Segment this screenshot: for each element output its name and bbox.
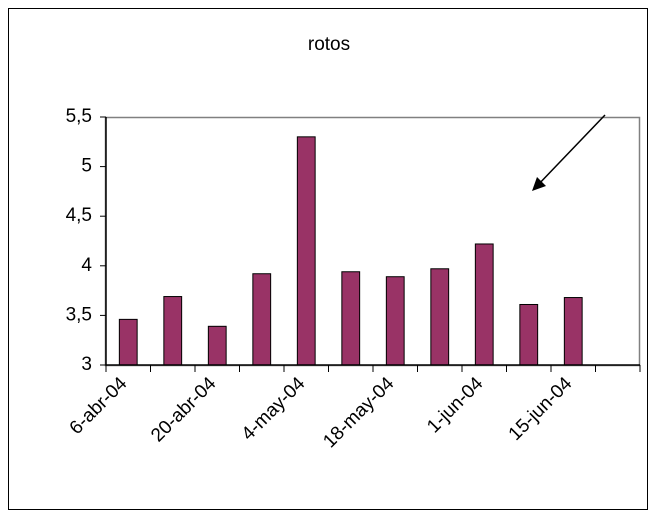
y-tick-label: 3 [81, 354, 92, 375]
bar [252, 273, 272, 366]
y-tick-label: 5 [81, 156, 92, 177]
y-tick-label: 4,5 [66, 205, 92, 226]
bar [118, 318, 138, 366]
arrow-head [532, 177, 546, 191]
arrow-line [535, 114, 606, 188]
bar [430, 268, 450, 366]
chart-border [8, 8, 648, 510]
bar [207, 325, 227, 366]
y-tick-label: 3,5 [66, 304, 92, 325]
bar [519, 303, 539, 366]
y-tick-label: 5,5 [66, 106, 92, 127]
bar [474, 243, 494, 366]
bar [163, 296, 183, 366]
bar [563, 297, 583, 366]
bar [385, 276, 405, 366]
bar [341, 271, 361, 366]
bar [296, 136, 316, 366]
chart-title: rotos [308, 34, 350, 55]
y-tick-label: 4 [81, 255, 92, 276]
